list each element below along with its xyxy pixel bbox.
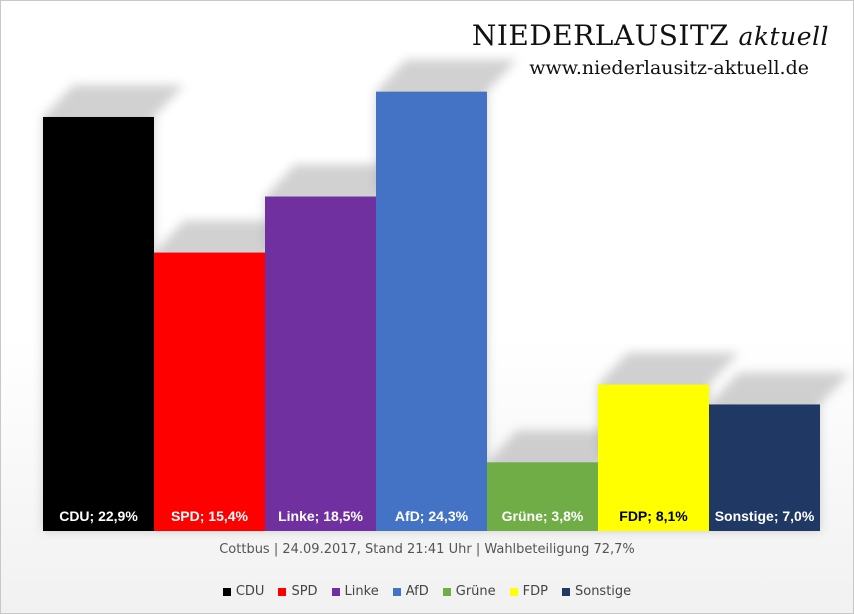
chart-caption: Cottbus | 24.09.2017, Stand 21:41 Uhr | … <box>219 542 635 557</box>
legend-item-sonstige: Sonstige <box>561 584 632 599</box>
legend-swatch-sonstige <box>561 587 570 596</box>
data-labels: CDU; 22,9% SPD; 15,4% Linke; 18,5% AfD; 24,… <box>59 508 815 524</box>
data-label-spd: SPD; 15,4% <box>171 508 249 524</box>
data-label-fdp: FDP; 8,1% <box>619 508 688 524</box>
bar-spd <box>154 252 265 531</box>
bar-afd <box>376 91 487 531</box>
legend-item-fdp: FDP <box>509 584 548 599</box>
brand-title: NIEDERLAUSITZ aktuell <box>472 19 829 54</box>
data-label-afd: AfD; 24,3% <box>395 508 469 524</box>
legend-swatch-linke <box>331 587 340 596</box>
chart-legend: CDU SPD Linke AfD Grüne FDP Sonstige <box>1 584 853 599</box>
brand-title-main: NIEDERLAUSITZ <box>471 19 730 52</box>
bar-cdu <box>43 116 154 531</box>
bars <box>43 91 820 531</box>
legend-item-linke: Linke <box>331 584 379 599</box>
legend-label-fdp: FDP <box>522 584 548 599</box>
brand-url: www.niederlausitz-aktuell.de <box>529 57 809 79</box>
legend-label-sonstige: Sonstige <box>574 584 632 599</box>
legend-swatch-gruene <box>442 587 451 596</box>
data-label-linke: Linke; 18,5% <box>278 508 363 524</box>
legend-label-afd: AfD <box>405 584 429 599</box>
legend-label-spd: SPD <box>291 584 318 599</box>
legend-label-linke: Linke <box>344 584 379 599</box>
data-label-sonstige: Sonstige; 7,0% <box>715 508 815 524</box>
legend-swatch-afd <box>392 587 401 596</box>
brand-title-italic: aktuell <box>738 22 829 51</box>
bar-linke <box>265 196 376 531</box>
data-label-gruene: Grüne; 3,8% <box>502 508 584 524</box>
legend-label-gruene: Grüne <box>455 584 496 599</box>
bar-fdp <box>598 384 709 531</box>
bar-gruene <box>487 462 598 531</box>
data-label-cdu: CDU; 22,9% <box>59 508 138 524</box>
legend-label-cdu: CDU <box>235 584 265 599</box>
legend-swatch-spd <box>278 587 287 596</box>
legend-item-afd: AfD <box>392 584 429 599</box>
legend-item-spd: SPD <box>278 584 318 599</box>
legend-item-gruene: Grüne <box>442 584 496 599</box>
legend-swatch-fdp <box>509 587 518 596</box>
legend-swatch-cdu <box>222 587 231 596</box>
brand-logo: NIEDERLAUSITZ aktuell www.niederlausitz-… <box>472 19 829 80</box>
bar-sonstige <box>709 404 820 531</box>
legend-item-cdu: CDU <box>222 584 265 599</box>
